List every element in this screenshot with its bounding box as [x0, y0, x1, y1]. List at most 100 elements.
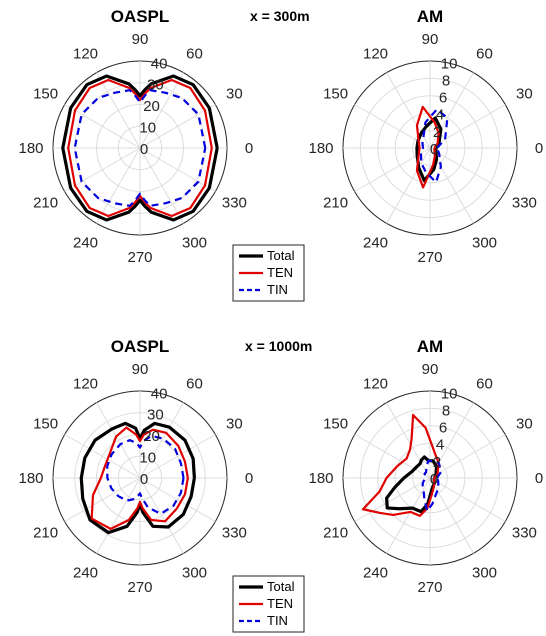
angle-tick-label: 330 [222, 525, 247, 542]
angle-tick-label: 60 [186, 46, 203, 63]
angle-tick-label: 300 [182, 234, 207, 251]
legend-label-tin: TIN [267, 282, 288, 297]
angle-tick-label: 240 [363, 234, 388, 251]
angle-tick-label: 120 [363, 46, 388, 63]
angle-tick-label: 120 [73, 376, 98, 393]
angle-tick-label: 330 [222, 195, 247, 212]
legend-label-total: Total [267, 579, 295, 594]
radial-tick-label: 30 [147, 407, 164, 424]
radial-tick-label: 20 [143, 428, 160, 445]
legend-label-ten: TEN [267, 596, 293, 611]
polar-spoke [139, 104, 216, 149]
angle-tick-label: 300 [472, 564, 497, 581]
legend-bottom: Total TEN TIN [232, 575, 305, 633]
angle-tick-label: 270 [127, 579, 152, 596]
series-line-ten [361, 413, 440, 517]
angle-tick-label: 300 [182, 564, 207, 581]
polar-spoke [139, 477, 184, 554]
angle-tick-label: 240 [363, 564, 388, 581]
series-line-total [61, 74, 219, 222]
radial-tick-label: 4 [436, 107, 444, 124]
polar-spoke [429, 104, 506, 149]
angle-tick-label: 150 [33, 86, 58, 103]
angle-tick-label: 90 [422, 361, 439, 378]
series-line-ten [67, 78, 213, 218]
angle-tick-label: 90 [422, 31, 439, 48]
radial-tick-label: 6 [439, 420, 447, 437]
angle-tick-label: 0 [245, 140, 253, 157]
polar-spoke [139, 147, 216, 192]
angle-tick-label: 90 [132, 31, 149, 48]
polar-spoke [139, 477, 216, 522]
panel-title: AM [417, 7, 443, 26]
angle-tick-label: 180 [308, 140, 333, 157]
legend-label-total: Total [267, 248, 295, 263]
polar-spoke [139, 402, 184, 479]
angle-tick-label: 270 [417, 249, 442, 266]
legend-label-tin: TIN [267, 613, 288, 628]
legend-label-ten: TEN [267, 265, 293, 280]
radial-tick-label: 40 [151, 55, 168, 72]
polar-plots: 0102030400306090120150180210240270300330… [18, 7, 543, 596]
angle-tick-label: 270 [417, 579, 442, 596]
angle-tick-label: 30 [226, 86, 243, 103]
angle-tick-label: 90 [132, 361, 149, 378]
polar-spoke [139, 72, 184, 149]
angle-tick-label: 60 [476, 46, 493, 63]
radial-tick-label: 30 [147, 77, 164, 94]
row-label-300m: x = 300m [250, 8, 310, 24]
angle-tick-label: 210 [33, 195, 58, 212]
panel-title: AM [417, 337, 443, 356]
polar-spoke [429, 477, 474, 554]
angle-tick-label: 180 [308, 470, 333, 487]
series-line-ten [415, 105, 440, 189]
angle-tick-label: 330 [512, 195, 537, 212]
angle-tick-label: 60 [186, 376, 203, 393]
series-line-tin [419, 108, 449, 184]
angle-tick-label: 60 [476, 376, 493, 393]
angle-tick-label: 270 [127, 249, 152, 266]
radial-tick-label: 8 [442, 72, 450, 89]
radial-tick-label: 6 [439, 90, 447, 107]
angle-tick-label: 180 [18, 470, 43, 487]
angle-tick-label: 210 [323, 195, 348, 212]
polar-spoke [386, 147, 431, 224]
radial-tick-label: 2 [433, 124, 441, 141]
polar-spoke [139, 434, 216, 479]
angle-tick-label: 30 [226, 416, 243, 433]
polar-spoke [429, 147, 506, 192]
angle-tick-label: 300 [472, 234, 497, 251]
polar-spoke [429, 477, 506, 522]
series-line-ten [90, 426, 189, 530]
radial-tick-label: 0 [430, 471, 438, 488]
radial-tick-label: 40 [151, 385, 168, 402]
polar-spoke [429, 72, 474, 149]
radial-tick-label: 0 [430, 141, 438, 158]
polar-panel-1: 0 10 20 30 40 0 30 60 90 120 150 180 210 240 270 300 330… [18, 7, 253, 266]
polar-panel-3: 0 10 20 30 40 0 30 60 90 120 150 180 210 240 270 300 330… [18, 337, 253, 596]
polar-spoke [386, 402, 431, 479]
polar-spoke [64, 434, 141, 479]
panel-title: OASPL [111, 337, 170, 356]
angle-tick-label: 210 [323, 525, 348, 542]
radial-tick-label: 8 [442, 402, 450, 419]
angle-tick-label: 150 [323, 86, 348, 103]
panel-title: OASPL [111, 7, 170, 26]
series-line-tin [421, 459, 443, 513]
angle-tick-label: 120 [363, 376, 388, 393]
series-line-total [79, 421, 196, 535]
angle-tick-label: 330 [512, 525, 537, 542]
angle-tick-label: 240 [73, 564, 98, 581]
radial-tick-label: 2 [433, 454, 441, 471]
polar-spoke [354, 477, 431, 522]
angle-tick-label: 180 [18, 140, 43, 157]
angle-tick-label: 210 [33, 525, 58, 542]
polar-spoke [64, 147, 141, 192]
series-line-total [415, 116, 443, 183]
angle-tick-label: 30 [516, 416, 533, 433]
polar-spoke [64, 477, 141, 522]
angle-tick-label: 30 [516, 86, 533, 103]
polar-spoke [354, 434, 431, 479]
